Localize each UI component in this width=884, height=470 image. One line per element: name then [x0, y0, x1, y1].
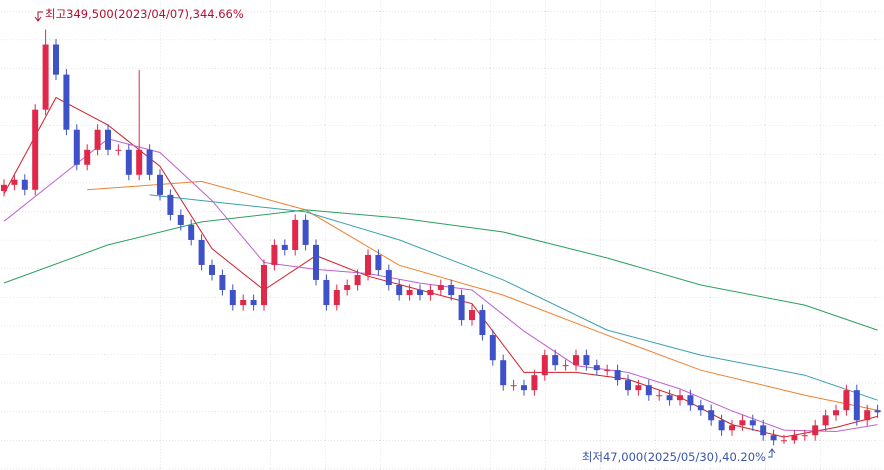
- candle-body: [593, 365, 600, 371]
- moving-average: [149, 194, 878, 401]
- candle-body: [781, 440, 787, 442]
- candle-body: [427, 289, 434, 296]
- candle-body: [84, 149, 91, 165]
- candle-body: [365, 254, 371, 275]
- high-arrow: [34, 11, 43, 22]
- candle-body: [261, 264, 267, 306]
- low-annotation: 최저47,000(2025/05/30),40.20%: [582, 450, 766, 464]
- candle-body: [292, 219, 299, 250]
- candle-body: [677, 395, 683, 401]
- candle-body: [375, 254, 382, 271]
- candle-body: [521, 385, 527, 391]
- candle-body: [167, 194, 174, 215]
- moving-average: [3, 209, 878, 331]
- candle-body: [105, 129, 111, 150]
- candle-body: [406, 289, 413, 296]
- candle-body: [760, 425, 767, 436]
- candle-body: [302, 219, 309, 245]
- candle-body: [53, 44, 59, 75]
- candle-body: [333, 289, 340, 306]
- candle-body: [32, 109, 39, 190]
- candle-body: [198, 239, 205, 265]
- candle-body: [489, 335, 496, 361]
- candle-body: [770, 435, 777, 441]
- candle-body: [73, 129, 80, 165]
- candle-body: [281, 244, 288, 250]
- candle-body: [531, 375, 538, 391]
- candle-body: [313, 244, 319, 280]
- candle-body: [417, 289, 423, 296]
- candle-body: [708, 410, 715, 421]
- candle-body: [344, 285, 351, 290]
- candle-body: [552, 355, 559, 366]
- candle-body: [229, 289, 236, 306]
- candle-body: [500, 360, 507, 386]
- candle-body: [853, 390, 860, 421]
- candle-body: [874, 410, 881, 413]
- candle-body: [354, 274, 361, 286]
- candle-body: [833, 410, 839, 416]
- candle-body: [812, 425, 819, 436]
- candle-body: [864, 410, 871, 421]
- candle-body: [240, 300, 247, 306]
- candle-body: [697, 405, 704, 411]
- moving-average: [87, 180, 878, 411]
- candle-body: [21, 179, 28, 190]
- candle-body: [510, 385, 517, 387]
- candle-body: [448, 285, 455, 296]
- candle-body: [843, 390, 850, 411]
- candle-body: [11, 179, 18, 185]
- candle-body: [801, 435, 808, 437]
- candle-body: [469, 310, 475, 321]
- candle-body: [125, 149, 132, 175]
- candle-body: [573, 355, 579, 366]
- candle-body: [209, 264, 215, 275]
- high-annotation: 최고349,500(2023/04/07),344.66%: [45, 7, 244, 21]
- candle-body: [177, 214, 184, 225]
- candle-body: [157, 174, 163, 195]
- candle-body: [687, 395, 694, 406]
- candle-body: [437, 285, 444, 290]
- candle-body: [1, 184, 7, 192]
- candle-body: [42, 44, 49, 110]
- candle-body: [562, 365, 569, 367]
- candle-body: [635, 385, 642, 391]
- candle-body: [583, 355, 590, 366]
- candle-body: [614, 370, 621, 381]
- low-arrow: [768, 448, 776, 458]
- candle-body: [749, 420, 756, 426]
- candle-body: [271, 244, 278, 265]
- candle-body: [656, 395, 663, 397]
- candle-body: [729, 425, 735, 431]
- candle-body: [666, 395, 673, 401]
- candle-body: [645, 385, 652, 396]
- candle-body: [219, 274, 226, 290]
- candle-body: [146, 149, 153, 175]
- candle-body: [791, 435, 798, 441]
- candle-body: [458, 295, 465, 321]
- candle-body: [115, 149, 122, 151]
- candle-body: [479, 310, 486, 336]
- candle-body: [396, 285, 403, 296]
- candle-body: [63, 74, 70, 130]
- candle-body: [604, 370, 611, 372]
- candle-body: [136, 149, 143, 175]
- candle-body: [541, 355, 548, 376]
- candle-body: [739, 420, 746, 426]
- candles: [1, 29, 881, 446]
- candle-body: [822, 415, 829, 426]
- candle-body: [94, 129, 101, 150]
- candle-body: [385, 270, 392, 286]
- candle-body: [250, 300, 257, 306]
- candle-body: [188, 224, 195, 240]
- candle-body: [718, 420, 725, 431]
- candle-body: [625, 380, 631, 391]
- candle-body: [323, 279, 330, 306]
